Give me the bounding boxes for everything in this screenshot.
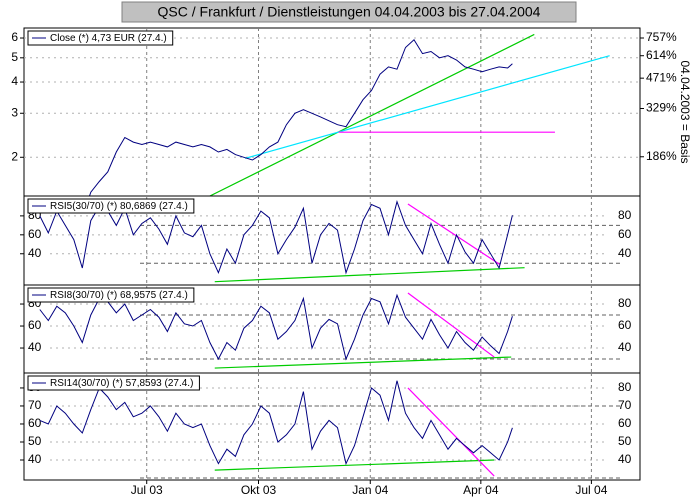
y-tick-label: 6: [11, 30, 18, 44]
y-tick-label: 60: [28, 318, 42, 332]
y2-tick-label: 614%: [646, 48, 677, 62]
y-tick-label-right: 40: [618, 246, 632, 260]
legend-label: RSI14(30/70) (*) 57,8593 (27.4.): [50, 378, 193, 389]
price-line: [39, 380, 513, 466]
x-tick-label: Jan 04: [352, 483, 388, 497]
x-tick-label: Jul 03: [131, 483, 163, 497]
y2-tick-label: 471%: [646, 70, 677, 84]
trendline: [214, 459, 495, 471]
plot-area: [39, 199, 525, 283]
y-tick-label-right: 50: [618, 434, 632, 448]
y-tick-label: 2: [11, 149, 18, 163]
x-tick-label: Okt 03: [241, 483, 277, 497]
chart-title: QSC / Frankfurt / Dienstleistungen 04.04…: [158, 4, 541, 20]
y-tick-label: 3: [11, 105, 18, 119]
trendline: [214, 356, 512, 369]
trendline: [407, 292, 495, 358]
y-tick-label-right: 60: [618, 416, 632, 430]
x-tick-label: Apr 04: [463, 483, 499, 497]
legend-box: [27, 287, 195, 303]
trendline: [209, 33, 535, 196]
price-line: [88, 39, 513, 196]
panel-frame: [23, 27, 641, 197]
y-tick-label: 60: [28, 227, 42, 241]
y-tick-label: 60: [28, 416, 42, 430]
legend: Close (*) 4,73 EUR (27.4.): [27, 30, 174, 46]
price-line: [39, 199, 513, 275]
legend-label: RSI8(30/70) (*) 68,9575 (27.4.): [50, 290, 188, 301]
y-tick-label-right: 70: [618, 398, 632, 412]
trendline: [214, 267, 525, 283]
y-tick-label: 40: [28, 340, 42, 354]
legend: RSI8(30/70) (*) 68,9575 (27.4.): [27, 287, 195, 303]
y-tick-label-right: 80: [618, 208, 632, 222]
y-tick-label-right: 40: [618, 340, 632, 354]
price-line: [39, 293, 513, 361]
y-tick-label-right: 60: [618, 318, 632, 332]
y-tick-label: 5: [11, 50, 18, 64]
y2-tick-label: 329%: [646, 101, 677, 115]
y-tick-label-right: 40: [618, 452, 632, 466]
legend-label: RSI5(30/70) (*) 80,6869 (27.4.): [50, 201, 188, 212]
panel-frame: [23, 372, 641, 481]
y2-tick-label: 757%: [646, 30, 677, 44]
legend: RSI14(30/70) (*) 57,8593 (27.4.): [27, 375, 200, 391]
x-tick-label: Jul 04: [575, 483, 607, 497]
legend-box: [27, 30, 174, 46]
y-tick-label: 40: [28, 246, 42, 260]
y-tick-label: 50: [28, 434, 42, 448]
y-tick-label-right: 80: [618, 296, 632, 310]
plot-area: [39, 292, 513, 369]
y2-tick-label: 186%: [646, 149, 677, 163]
y2-axis-label: 04.04.2003 = Basis: [678, 60, 692, 163]
y-tick-label: 40: [28, 452, 42, 466]
title-box: [121, 1, 577, 23]
legend-box: [27, 375, 200, 391]
y-tick-label-right: 80: [618, 380, 632, 394]
y-tick-label: 4: [11, 74, 18, 88]
trendline: [407, 387, 495, 477]
y-tick-label-right: 60: [618, 227, 632, 241]
trendline: [407, 203, 501, 266]
legend: RSI5(30/70) (*) 80,6869 (27.4.): [27, 198, 195, 214]
y-tick-label: 70: [28, 398, 42, 412]
legend-label: Close (*) 4,73 EUR (27.4.): [50, 33, 167, 44]
trendline: [244, 55, 610, 159]
plot-area: [88, 33, 610, 196]
plot-area: [39, 380, 513, 477]
legend-box: [27, 198, 195, 214]
